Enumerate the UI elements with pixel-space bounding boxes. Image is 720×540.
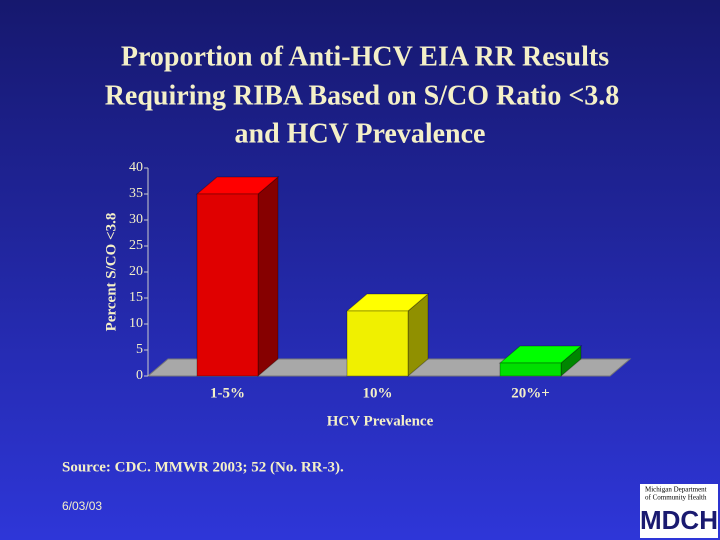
bar-front: [499, 362, 562, 377]
title-line: Requiring RIBA Based on S/CO Ratio <3.8: [105, 80, 620, 111]
logo: Michigan Department of Community Health …: [640, 484, 718, 538]
bar: [195, 175, 280, 378]
x-tick-label: 20%+: [511, 385, 550, 401]
y-tick-label: 10: [129, 316, 143, 331]
y-tick-label: 15: [129, 290, 143, 305]
y-tick-label: 40: [129, 160, 143, 175]
source: Source: CDC. MMWR 2003; 52 (No. RR-3).: [62, 459, 344, 475]
x-tick-label: 10%: [363, 385, 393, 401]
bar: [498, 344, 583, 378]
y-tick-label: 25: [129, 238, 143, 253]
title-line: and HCV Prevalence: [235, 118, 486, 149]
y-tick-label: 30: [129, 212, 143, 227]
logo-text: of Community Health: [645, 494, 707, 502]
x-tick-label: 1-5%: [210, 385, 245, 401]
logo-box: [640, 484, 718, 538]
title-line: Proportion of Anti-HCV EIA RR Results: [121, 41, 609, 72]
bar-front: [196, 193, 259, 377]
y-axis-label: Percent S/CO <3.8: [103, 213, 119, 332]
bar-front: [346, 310, 409, 377]
date: 6/03/03: [62, 499, 102, 513]
y-tick-label: 20: [129, 264, 143, 279]
bar-side: [257, 175, 279, 378]
bar: [345, 292, 430, 378]
logo-mark: MDCH: [640, 505, 718, 535]
y-tick-label: 35: [129, 186, 143, 201]
y-tick-label: 0: [136, 368, 143, 383]
logo-text: Michigan Department: [645, 486, 707, 494]
x-axis-label: HCV Prevalence: [327, 413, 434, 429]
y-tick-label: 5: [136, 342, 143, 357]
